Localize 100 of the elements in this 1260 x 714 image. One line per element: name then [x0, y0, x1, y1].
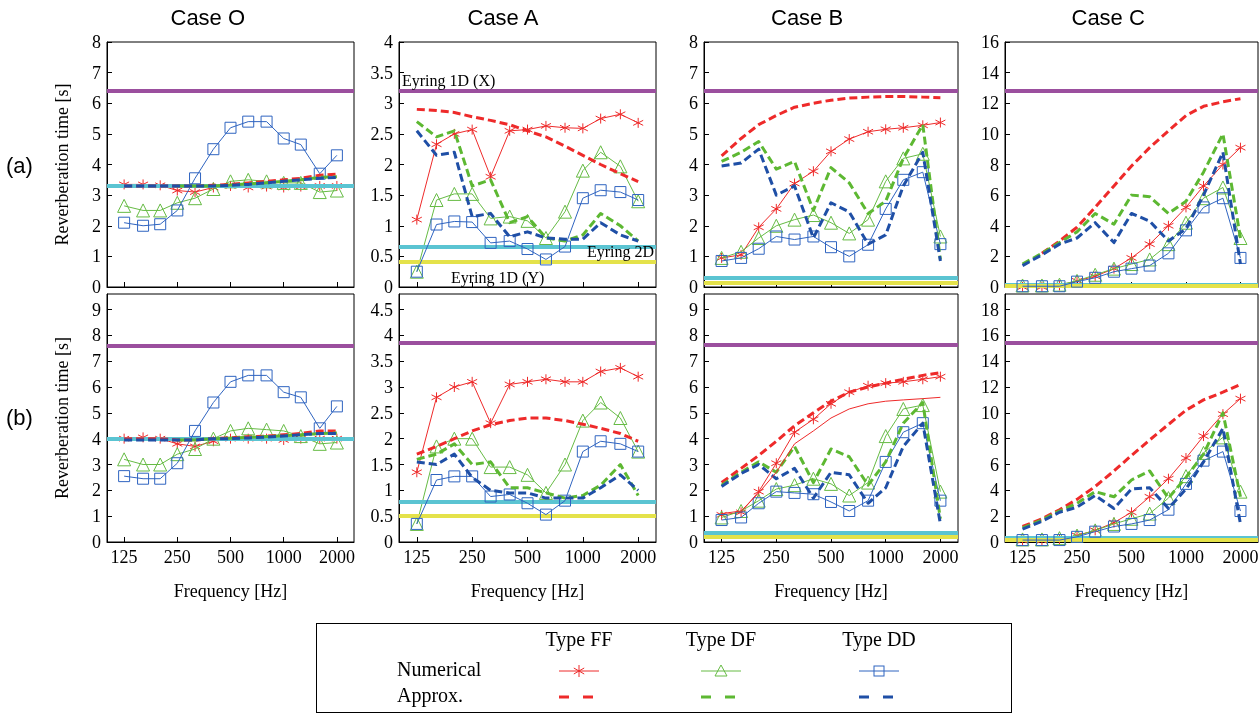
y-tick-label: 4 — [92, 154, 101, 175]
chart-title: Case B — [771, 4, 844, 30]
y-tick-label: 8 — [990, 154, 999, 175]
y-tick-label: 1 — [689, 506, 698, 527]
y-tick-label: 4 — [990, 215, 999, 236]
y-tick-label: 6 — [990, 185, 999, 206]
text: (b) — [6, 404, 33, 430]
y-tick-label: 2 — [92, 480, 101, 501]
x-tick-label: 2000 — [1222, 547, 1259, 567]
y-tick-label: 9 — [92, 299, 101, 320]
y-tick-label: 1 — [384, 480, 393, 501]
ref-line-label: Eyring 1D (X) — [402, 71, 496, 90]
y-tick-label: 6 — [92, 93, 101, 114]
y-tick-label: 16 — [981, 325, 999, 346]
y-tick-label: 14 — [981, 351, 999, 372]
y-tick-label: 0 — [92, 277, 101, 297]
chart-title: Case C — [1071, 4, 1145, 30]
y-tick-label: 3 — [689, 454, 698, 475]
y-tick-label: 6 — [689, 93, 698, 114]
x-tick-label: 2000 — [922, 547, 959, 567]
y-tick-label: 3 — [92, 454, 101, 475]
y-tick-label: 2 — [689, 215, 698, 236]
category-label: Numerical — [397, 658, 482, 680]
chart-title: Case O — [170, 4, 246, 30]
y-tick-label: 7 — [92, 62, 101, 83]
x-tick-label: 1000 — [564, 547, 601, 567]
y-tick-label: 2 — [689, 480, 698, 501]
x-axis-title: Frequency [Hz] — [1074, 581, 1189, 601]
y-tick-label: 2 — [384, 154, 393, 175]
y-tick-label: 4 — [384, 32, 393, 52]
y-tick-label: 3 — [689, 185, 698, 206]
x-axis-title: Frequency [Hz] — [470, 581, 585, 601]
y-tick-label: 7 — [689, 351, 698, 372]
y-tick-label: 2.5 — [370, 123, 393, 144]
y-tick-label: 0 — [384, 532, 393, 552]
y-tick-label: 14 — [981, 62, 999, 83]
y-tick-label: 0 — [384, 277, 393, 297]
x-tick-label: 1000 — [265, 547, 302, 567]
x-tick-label: 250 — [163, 547, 191, 567]
text: (a) — [6, 152, 33, 178]
y-tick-label: 5 — [689, 123, 698, 144]
y-tick-label: 6 — [92, 377, 101, 397]
y-axis-title: Reverberation time [s] — [52, 337, 72, 499]
y-tick-label: 8 — [92, 325, 101, 346]
x-tick-label: 500 — [217, 547, 244, 567]
y-tick-label: 18 — [981, 299, 999, 320]
y-tick-label: 9 — [689, 299, 698, 320]
x-tick-label: 250 — [762, 547, 790, 567]
x-tick-label: 500 — [817, 547, 845, 567]
category-label: Approx. — [397, 684, 464, 706]
y-tick-label: 4 — [990, 480, 999, 501]
y-tick-label: 8 — [92, 32, 101, 52]
y-tick-label: 7 — [92, 351, 101, 372]
y-tick-label: 0.5 — [370, 246, 393, 267]
y-tick-label: 4 — [689, 154, 698, 175]
y-tick-label: 0 — [92, 532, 101, 552]
x-tick-label: 1000 — [1167, 547, 1204, 567]
y-tick-label: 12 — [981, 377, 999, 397]
x-tick-label: 2000 — [620, 547, 657, 567]
y-tick-label: 4 — [92, 428, 101, 449]
y-tick-label: 3 — [384, 377, 393, 397]
y-tick-label: 1 — [92, 246, 101, 267]
y-tick-label: 4 — [689, 428, 698, 449]
y-tick-label: 4.5 — [370, 299, 393, 320]
y-tick-label: 1.5 — [370, 454, 393, 475]
y-tick-label: 3 — [384, 93, 393, 114]
y-tick-label: 3 — [92, 185, 101, 206]
y-tick-label: 1 — [92, 506, 101, 527]
y-tick-label: 8 — [990, 428, 999, 449]
x-tick-label: 125 — [708, 547, 736, 567]
y-tick-label: 10 — [981, 123, 999, 144]
y-tick-label: 1.5 — [370, 185, 393, 206]
y-tick-label: 0 — [990, 277, 999, 297]
category-label: Type FF — [544, 628, 614, 651]
y-tick-label: 0 — [689, 532, 698, 552]
y-tick-label: 0 — [990, 532, 999, 552]
y-tick-label: 12 — [981, 93, 999, 114]
x-axis-title: Frequency [Hz] — [173, 581, 288, 601]
x-tick-label: 1000 — [867, 547, 904, 567]
category-label: Type DF — [684, 628, 758, 651]
y-tick-label: 0 — [689, 277, 698, 297]
y-tick-label: 3.5 — [370, 351, 393, 372]
y-tick-label: 7 — [689, 62, 698, 83]
y-tick-label: 8 — [689, 32, 698, 52]
y-tick-label: 5 — [92, 402, 101, 423]
y-tick-label: 2.5 — [370, 402, 393, 423]
x-tick-label: 500 — [514, 547, 541, 567]
y-tick-label: 2 — [384, 428, 393, 449]
y-tick-label: 0.5 — [370, 506, 393, 527]
y-tick-label: 1 — [689, 246, 698, 267]
x-tick-label: 125 — [110, 547, 138, 567]
y-tick-label: 8 — [689, 325, 698, 346]
ref-line-label: Eyring 1D (Y) — [451, 268, 545, 287]
y-tick-label: 1 — [384, 215, 393, 236]
category-label: Type DD — [841, 628, 917, 651]
x-tick-label: 125 — [403, 547, 431, 567]
y-tick-label: 5 — [689, 402, 698, 423]
y-tick-label: 2 — [92, 215, 101, 236]
y-tick-label: 4 — [384, 325, 393, 346]
y-tick-label: 10 — [981, 402, 999, 423]
